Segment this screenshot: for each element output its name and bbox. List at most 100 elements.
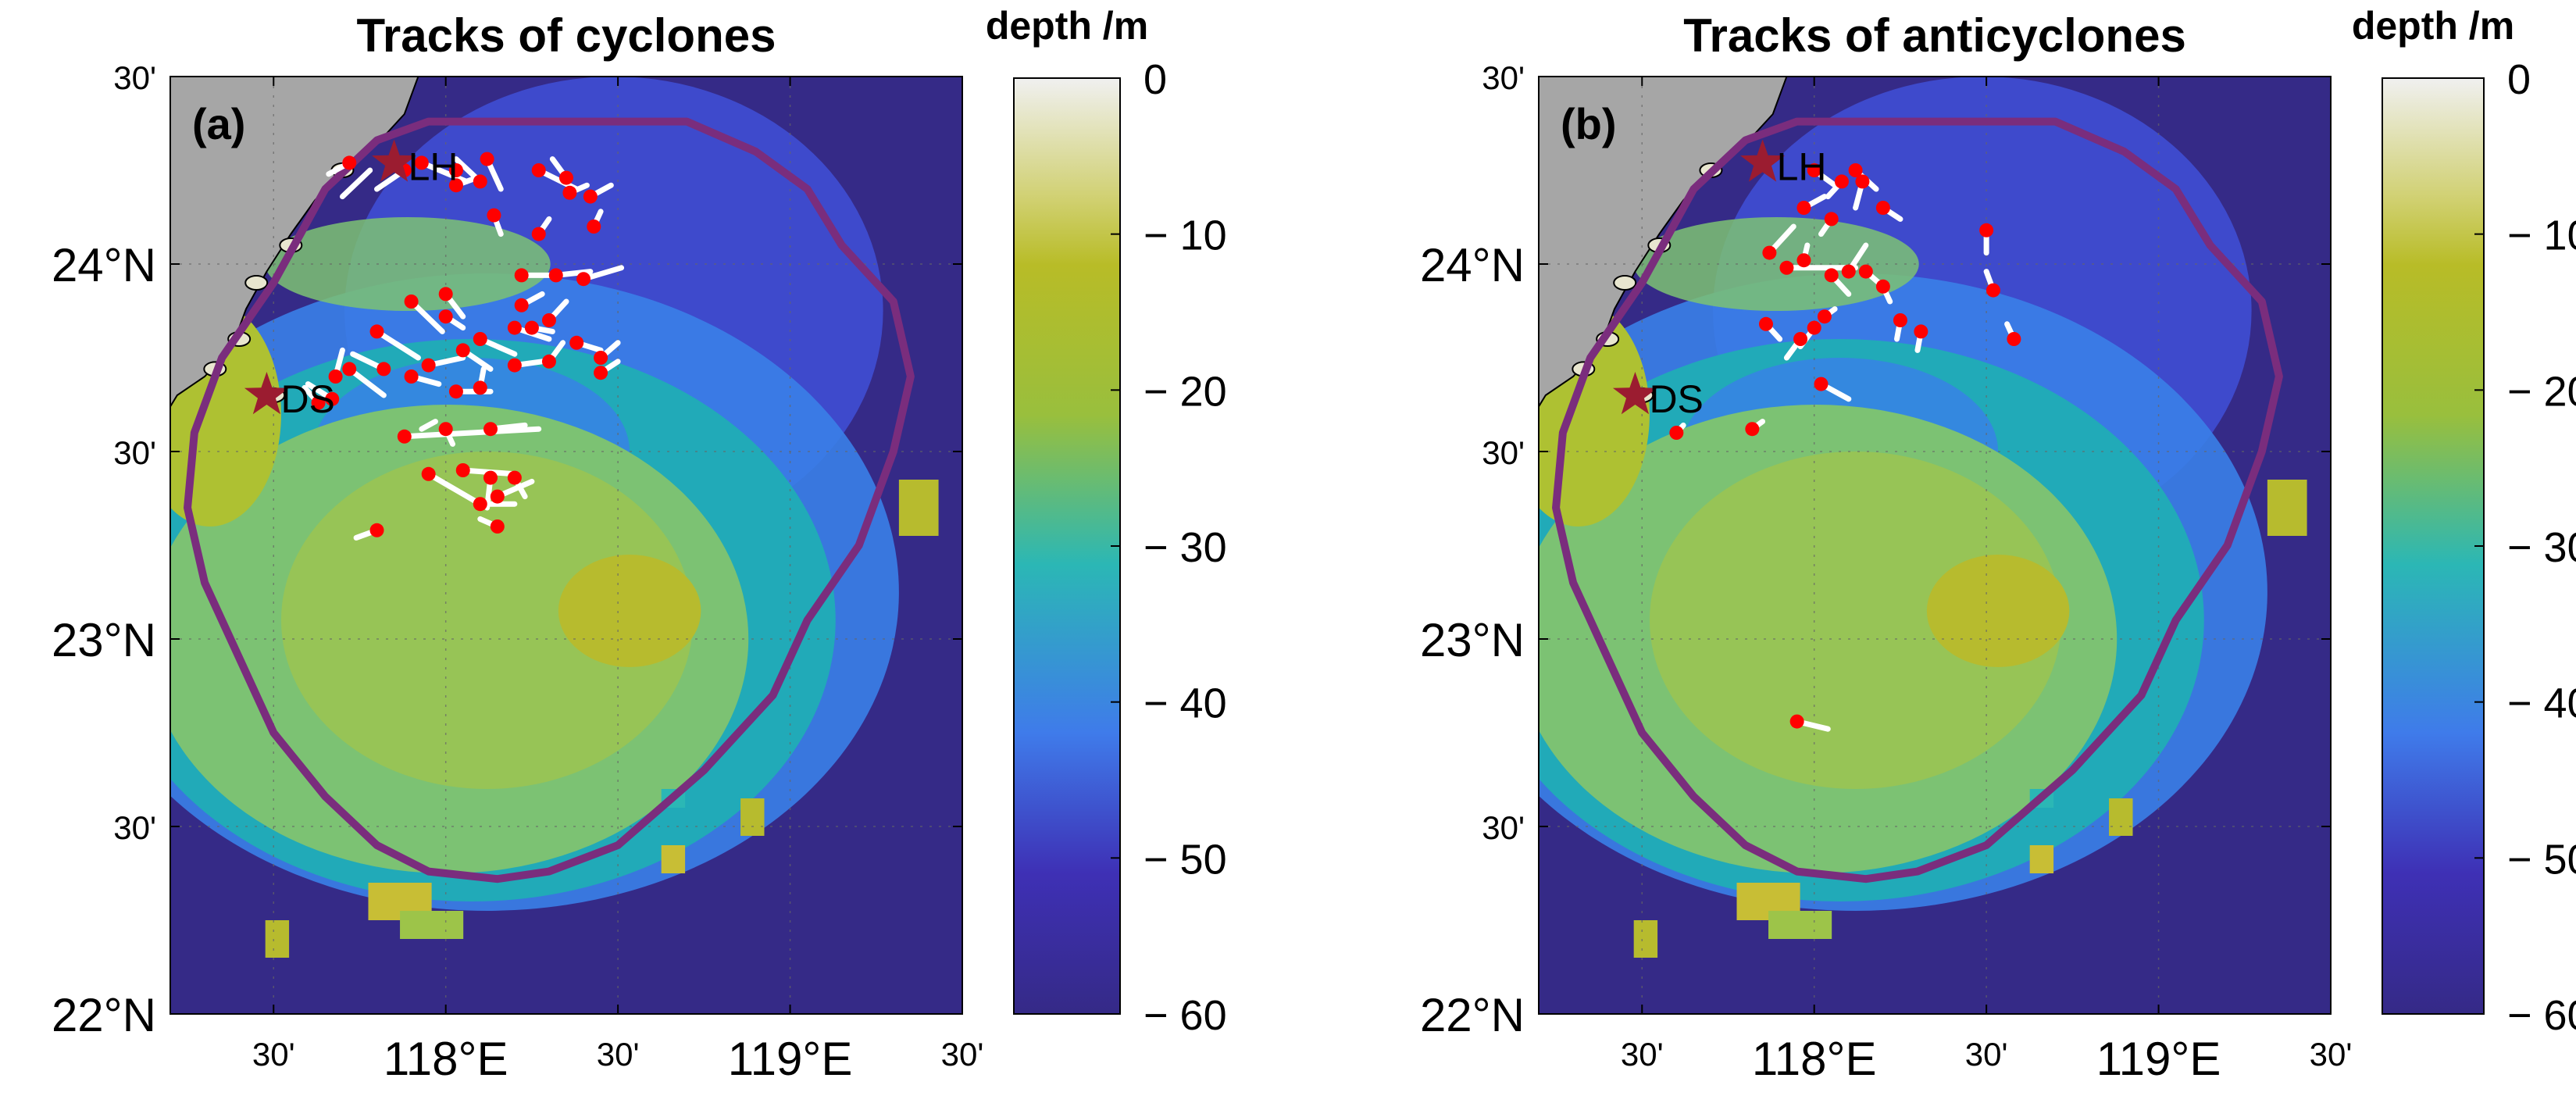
eddy-track (409, 298, 445, 334)
eddy-origin-dot (1807, 163, 1821, 177)
lat-tick-label: 22°N (52, 989, 156, 1041)
eddy-origin-dot (1855, 174, 1870, 189)
eddy-origin-dot (548, 268, 563, 283)
eddy-origin-dot (1758, 316, 1773, 331)
eddy-origin-dot (1986, 283, 2000, 298)
eddy-origin-dot (1807, 320, 1821, 335)
eddy-origin-dot (1875, 201, 1890, 215)
eddy-origins (311, 152, 608, 537)
map-frame (1538, 76, 2332, 1015)
study-area-boundary (1552, 117, 2283, 883)
eddy-origin-dot (438, 422, 453, 437)
eddy-origin-dot (438, 309, 453, 324)
eddy-origin-dot (325, 391, 340, 406)
eddy-origin-dot (1858, 264, 1873, 279)
eddy-track (339, 167, 373, 200)
colorbar-title: depth /m (986, 4, 1148, 48)
lon-tick-label: 118°E (384, 1033, 508, 1085)
lat-tick-label: 30' (113, 59, 156, 96)
lon-tick-label: 30' (941, 1036, 984, 1073)
eddy-origin-dot (483, 422, 498, 437)
eddy-origin-dot (562, 185, 577, 200)
eddy-origin-dot (421, 358, 436, 373)
station-label: LH (409, 145, 458, 188)
eddy-origin-dot (583, 189, 598, 204)
eddy-origin-dot (448, 178, 463, 193)
eddy-origin-dot (404, 369, 419, 384)
lon-tick-label: 30' (597, 1036, 640, 1073)
eddy-origin-dot (1745, 422, 1760, 437)
eddy-origin-dot (487, 208, 501, 223)
eddy-origin-dot (473, 380, 487, 395)
eddy-origins (1669, 163, 2021, 729)
eddy-origin-dot (473, 174, 487, 189)
colorbar-tick-label: − 20 (2507, 368, 2576, 415)
colorbar-tick-label: 0 (2507, 56, 2531, 103)
eddy-origin-dot (342, 362, 357, 377)
lat-tick-label: 30' (1482, 809, 1525, 846)
eddy-origin-dot (483, 470, 498, 485)
lat-tick-label: 24°N (1420, 239, 1525, 291)
lat-tick-label: 23°N (1420, 614, 1525, 666)
panel-label: (b) (1561, 99, 1617, 148)
eddy-origin-dot (1779, 260, 1794, 275)
eddy-origin-dot (507, 470, 522, 485)
eddy-origin-dot (490, 489, 505, 504)
panel-title: Tracks of anticyclones (1683, 9, 2186, 62)
station-label: LH (1777, 145, 1827, 188)
eddy-origin-dot (376, 362, 391, 377)
depth-colorbar: depth /m 0 − 10 − 20 − 30 − 40 − 50 − 60 (986, 4, 1227, 1039)
eddy-origin-dot (1793, 332, 1808, 346)
station-star-icon (244, 372, 289, 415)
eddy-origin-dot (490, 519, 505, 534)
eddy-origin-dot (455, 463, 470, 477)
lon-tick-label: 30' (2310, 1036, 2353, 1073)
eddy-origin-dot (576, 272, 591, 287)
eddy-origin-dot (569, 335, 584, 350)
eddy-origin-dot (1979, 223, 1994, 237)
eddy-origin-dot (1796, 253, 1811, 268)
eddy-origin-dot (1848, 163, 1863, 177)
eddy-origin-dot (473, 497, 487, 512)
depth-map: LH DS (1539, 77, 2331, 1014)
lat-tick-label: 30' (1482, 59, 1525, 96)
colorbar-tick-label: − 30 (1144, 524, 1227, 571)
study-area-boundary (184, 117, 915, 883)
eddy-origin-dot (594, 351, 608, 365)
eddy-track (419, 419, 438, 432)
eddy-origin-dot (1914, 324, 1928, 339)
lat-tick-label: 24°N (52, 239, 156, 291)
eddy-origin-dot (1814, 377, 1829, 391)
lon-tick-label: 30' (1621, 1036, 1664, 1073)
eddy-origin-dot (311, 395, 326, 410)
coastal-island (1613, 275, 1637, 291)
eddy-track (401, 426, 542, 440)
eddy-origin-dot (1669, 426, 1684, 440)
eddy-origin-dot (397, 429, 412, 444)
eddy-origin-dot (524, 320, 539, 335)
eddy-origin-dot (531, 227, 546, 241)
station-label: DS (280, 377, 334, 421)
eddy-origin-dot (448, 163, 463, 177)
eddy-origin-dot (342, 155, 357, 170)
eddy-origin-dot (1762, 245, 1777, 260)
colorbar-tick-label: − 60 (1144, 992, 1227, 1039)
eddy-origin-dot (1817, 309, 1832, 324)
eddy-origin-dot (559, 170, 573, 185)
lon-tick-label: 30' (1965, 1036, 2008, 1073)
lon-tick-label: 119°E (728, 1033, 853, 1085)
eddy-track (374, 328, 421, 361)
lon-tick-label: 118°E (1752, 1033, 1877, 1085)
graticule (1539, 77, 2331, 1014)
colorbar-tick-label: − 10 (1144, 212, 1227, 259)
eddy-origin-dot (480, 152, 494, 166)
eddy-track (346, 366, 387, 398)
colorbar-tick-label: − 20 (1144, 368, 1227, 415)
depth-map: LH DS (170, 77, 962, 1014)
lon-tick-label: 30' (252, 1036, 295, 1073)
colorbar-tick-label: − 50 (1144, 836, 1227, 883)
colorbar-tick-label: − 50 (2507, 836, 2576, 883)
eddy-origin-dot (1789, 714, 1804, 729)
depth-colorbar: depth /m 0 − 10 − 20 − 30 − 40 − 50 − 60 (2352, 4, 2576, 1039)
